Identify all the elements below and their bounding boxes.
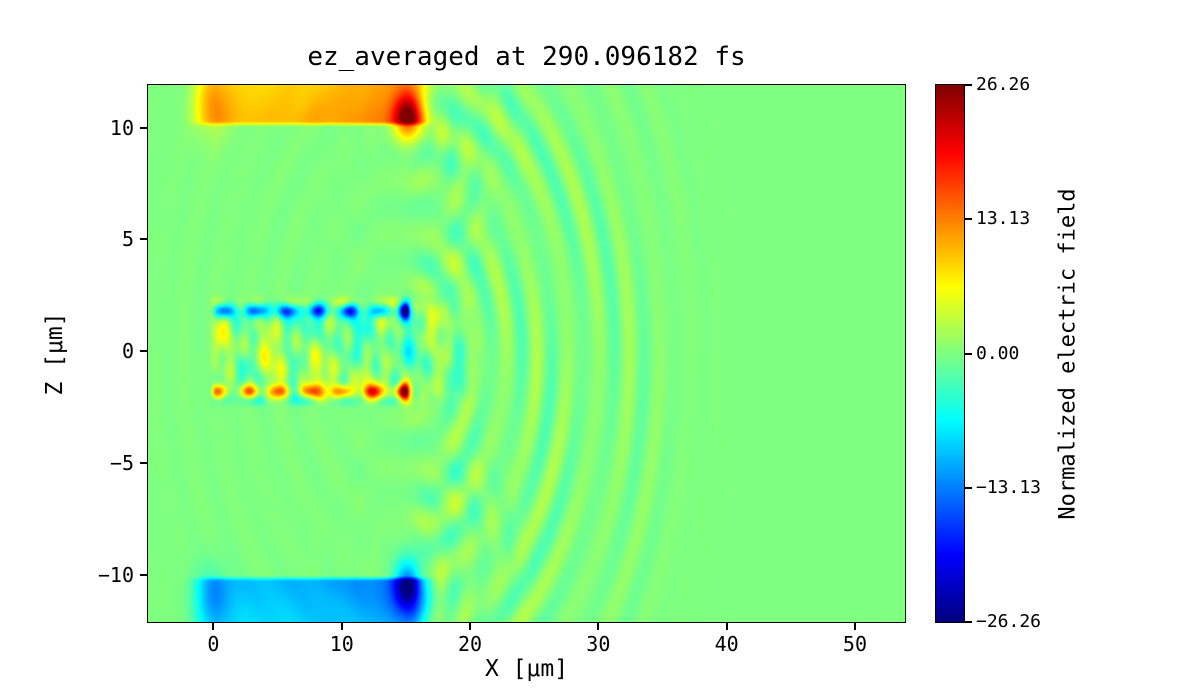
colorbar-tick-label: 13.13 (976, 208, 1031, 230)
colorbar-tick-mark (965, 84, 972, 86)
x-axis-label: X [μm] (484, 656, 569, 682)
y-tick-mark (140, 574, 147, 576)
colorbar-tick-label: −13.13 (976, 476, 1042, 498)
y-tick-mark (140, 462, 147, 465)
x-tick-label: 30 (586, 632, 611, 656)
x-tick-label: 20 (457, 632, 483, 656)
y-tick-label: 5 (121, 227, 134, 252)
colorbar-tick-mark (965, 486, 972, 489)
colorbar-tick-label: −26.26 (976, 611, 1042, 632)
colorbar-tick-mark (965, 352, 972, 355)
x-tick-mark (725, 623, 728, 630)
x-tick-mark (212, 623, 215, 630)
x-tick-mark (340, 623, 343, 630)
x-tick-label: 40 (714, 632, 739, 656)
colorbar-label: Normalized electric field (1055, 188, 1081, 520)
x-tick-label: 0 (207, 632, 220, 656)
y-tick-label: 0 (121, 339, 134, 364)
x-tick-label: 50 (842, 632, 867, 656)
x-tick-mark (469, 623, 472, 630)
heatmap-canvas (147, 84, 906, 623)
colorbar-tick-label: 26.26 (976, 74, 1031, 95)
y-tick-mark (140, 238, 147, 241)
colorbar-tick-label: 0.00 (976, 342, 1020, 364)
colorbar-gradient (935, 84, 965, 623)
x-tick-label: 10 (329, 632, 354, 656)
colorbar-tick-mark (965, 218, 972, 221)
y-tick-label: −5 (109, 451, 134, 476)
chart-title: ez_averaged at 290.096182 fs (307, 42, 746, 72)
x-tick-mark (853, 623, 856, 630)
x-tick-mark (597, 623, 600, 630)
colorbar-tick-mark (965, 621, 972, 623)
y-tick-label: −10 (97, 563, 134, 587)
y-tick-mark (140, 350, 147, 353)
y-tick-label: 10 (109, 115, 134, 140)
y-tick-mark (140, 126, 147, 129)
